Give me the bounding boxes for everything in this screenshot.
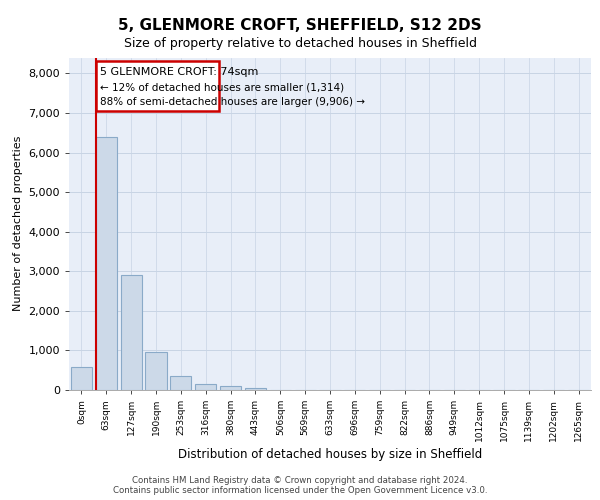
- Bar: [96, 138, 117, 390]
- Bar: [195, 384, 216, 390]
- Bar: [145, 352, 167, 390]
- Text: 5 GLENMORE CROFT: 74sqm: 5 GLENMORE CROFT: 74sqm: [100, 68, 259, 78]
- FancyBboxPatch shape: [97, 62, 220, 111]
- Bar: [121, 275, 142, 390]
- Text: Contains HM Land Registry data © Crown copyright and database right 2024.
Contai: Contains HM Land Registry data © Crown c…: [113, 476, 487, 495]
- Text: 5, GLENMORE CROFT, SHEFFIELD, S12 2DS: 5, GLENMORE CROFT, SHEFFIELD, S12 2DS: [118, 18, 482, 32]
- Y-axis label: Number of detached properties: Number of detached properties: [13, 136, 23, 312]
- Text: Size of property relative to detached houses in Sheffield: Size of property relative to detached ho…: [124, 38, 476, 51]
- Text: ← 12% of detached houses are smaller (1,314): ← 12% of detached houses are smaller (1,…: [100, 82, 344, 92]
- Text: 88% of semi-detached houses are larger (9,906) →: 88% of semi-detached houses are larger (…: [100, 97, 365, 107]
- X-axis label: Distribution of detached houses by size in Sheffield: Distribution of detached houses by size …: [178, 448, 482, 461]
- Bar: [71, 367, 92, 390]
- Bar: [220, 386, 241, 390]
- Bar: [170, 376, 191, 390]
- Bar: [245, 388, 266, 390]
